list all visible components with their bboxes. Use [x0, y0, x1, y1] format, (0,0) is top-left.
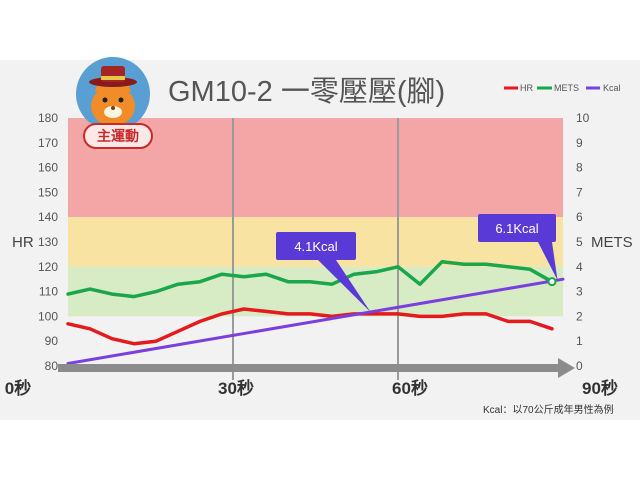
- mets-tick-label: 6: [576, 210, 583, 224]
- hr-tick-label: 130: [38, 235, 58, 249]
- mets-tick-label: 3: [576, 285, 583, 299]
- hr-tick-label: 100: [38, 309, 58, 323]
- time-label: 0秒: [5, 378, 31, 398]
- kcal-callouts: 4.1Kcal 6.1Kcal: [276, 214, 558, 312]
- callout-box: [276, 232, 356, 260]
- legend: HR METS Kcal: [504, 83, 621, 93]
- mets-tick-label: 1: [576, 334, 583, 348]
- time-axis: 0秒 30秒 60秒 90秒: [5, 358, 618, 398]
- badge-background: [83, 123, 153, 149]
- mets-tick-label: 10: [576, 111, 590, 125]
- mets-tick-label: 0: [576, 359, 583, 373]
- chart-title: GM10-2 一零壓壓(腳): [168, 76, 445, 108]
- mets-axis-ticks: 0 1 2 3 4 5 6 7 8 9 10: [576, 111, 590, 373]
- mets-tick-label: 4: [576, 260, 583, 274]
- hr-tick-label: 140: [38, 210, 58, 224]
- mets-tick-label: 7: [576, 185, 583, 199]
- hr-axis-label: HR: [12, 234, 34, 251]
- mets-tick-label: 5: [576, 235, 583, 249]
- time-label: 90秒: [582, 378, 618, 398]
- hr-tick-label: 150: [38, 185, 58, 199]
- series-line-mets: [66, 260, 554, 299]
- time-axis-bar: [58, 364, 560, 372]
- callout-pointer: [538, 242, 558, 281]
- hr-axis-ticks: 80 90 100 110 120 130 140 150 160 170 180: [38, 111, 58, 373]
- mets-tick-label: 9: [576, 136, 583, 150]
- cat-mascot-logo: [76, 57, 150, 131]
- legend-kcal-label: Kcal: [603, 83, 621, 93]
- series-line-hr: [66, 307, 554, 346]
- series-line-kcal: [66, 277, 565, 365]
- hr-tick-label: 170: [38, 136, 58, 150]
- callout-label: 4.1Kcal: [294, 239, 337, 254]
- callout-label: 6.1Kcal: [495, 221, 538, 236]
- mets-tick-label: 2: [576, 309, 583, 323]
- mets-end-marker: [547, 277, 557, 287]
- time-axis-arrowhead: [558, 358, 575, 378]
- callout-box: [478, 214, 556, 242]
- hr-tick-label: 160: [38, 161, 58, 175]
- callout-pointer: [318, 260, 371, 312]
- hr-tick-label: 120: [38, 260, 58, 274]
- series-lines: [66, 260, 565, 365]
- hr-tick-label: 110: [39, 285, 58, 299]
- time-label: 60秒: [392, 378, 428, 398]
- legend-mets-label: METS: [554, 83, 579, 93]
- hr-tick-label: 80: [45, 359, 59, 373]
- legend-hr-label: HR: [520, 83, 533, 93]
- mets-tick-label: 8: [576, 161, 583, 175]
- mets-axis-label: METS: [591, 234, 633, 251]
- hr-tick-label: 180: [38, 111, 58, 125]
- badge-label: 主運動: [97, 128, 139, 144]
- footnote: Kcal：以70公斤成年男性為例: [483, 403, 614, 416]
- time-label: 30秒: [218, 378, 254, 398]
- hr-tick-label: 90: [45, 334, 59, 348]
